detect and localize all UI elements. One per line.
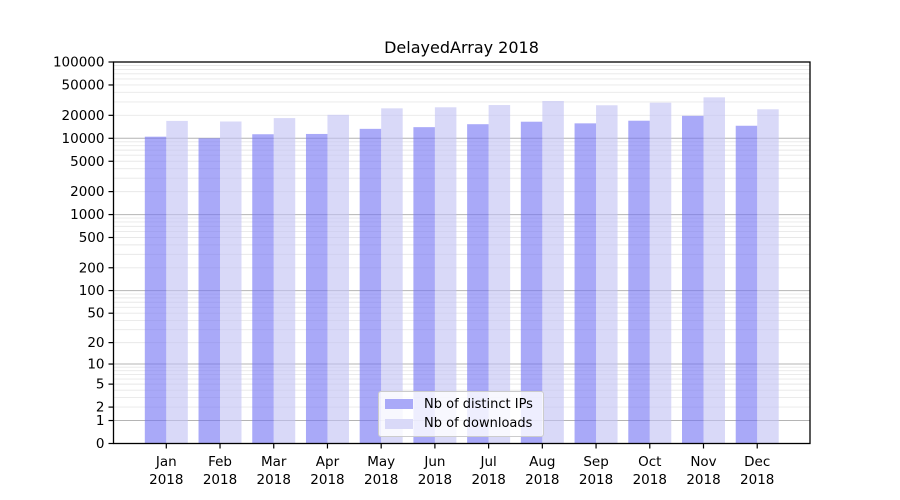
- bar-distinct-ips-Sep: [574, 123, 597, 444]
- bar-downloads-Feb: [220, 121, 242, 444]
- y-tick-label-50000: 50000: [62, 77, 105, 93]
- bar-downloads-Jan: [166, 120, 188, 444]
- plot-border: [112, 61, 811, 445]
- y-tick-label-2000: 2000: [70, 184, 104, 200]
- chart-title: DelayedArray 2018: [384, 38, 539, 57]
- x-tick-label-month-Aug: Aug: [529, 454, 555, 470]
- ips-swatch: [385, 399, 413, 410]
- bar-distinct-ips-May: [359, 128, 382, 444]
- bar-distinct-ips-Feb: [198, 138, 221, 444]
- x-tick-label-month-Mar: Mar: [261, 454, 287, 470]
- legend-item-distinct-ips: Nb of distinct IPs: [385, 397, 543, 412]
- x-tick-label-year-Jul: 2018: [471, 472, 505, 488]
- bar-downloads-Nov: [703, 97, 725, 444]
- y-tick-label-10: 10: [87, 357, 104, 373]
- y-tick-label-50: 50: [87, 306, 104, 322]
- y-tick-label-1000: 1000: [70, 207, 104, 223]
- y-tick-label-5: 5: [96, 377, 105, 393]
- y-tick-label-2: 2: [96, 400, 105, 416]
- bar-downloads-Apr: [327, 114, 349, 444]
- downloads-swatch: [385, 418, 413, 429]
- bar-distinct-ips-Dec: [735, 125, 758, 444]
- bar-distinct-ips-Aug: [520, 121, 543, 444]
- bar-downloads-Dec: [757, 109, 779, 444]
- x-tick-label-year-Apr: 2018: [310, 472, 344, 488]
- legend: Nb of distinct IPs Nb of downloads: [378, 391, 544, 437]
- legend-label-ips: Nb of distinct IPs: [424, 396, 533, 412]
- legend-label-downloads: Nb of downloads: [424, 416, 533, 432]
- x-tick-label-year-Jun: 2018: [418, 472, 452, 488]
- bar-downloads-Jul: [488, 105, 511, 444]
- bar-distinct-ips-Mar: [252, 134, 274, 444]
- bar-downloads-Oct: [649, 102, 672, 444]
- bar-distinct-ips-Oct: [628, 120, 650, 444]
- x-tick-label-year-Dec: 2018: [740, 472, 774, 488]
- y-tick-label-100000: 100000: [53, 55, 105, 71]
- x-tick-label-year-Mar: 2018: [257, 472, 291, 488]
- x-tick-label-month-Sep: Sep: [583, 454, 608, 470]
- x-tick-label-year-Feb: 2018: [203, 472, 237, 488]
- bar-downloads-May: [381, 108, 403, 444]
- x-tick-label-year-Jan: 2018: [149, 472, 183, 488]
- y-tick-label-1: 1: [96, 413, 105, 429]
- y-tick-label-500: 500: [79, 230, 105, 246]
- x-tick-label-month-Feb: Feb: [208, 454, 232, 470]
- x-tick-label-month-Jun: Jun: [423, 454, 445, 470]
- bar-downloads-Jun: [434, 107, 457, 444]
- y-tick-label-200: 200: [79, 260, 105, 276]
- y-tick-label-20000: 20000: [62, 108, 105, 124]
- bar-downloads-Aug: [542, 101, 564, 444]
- x-tick-label-month-Jul: Jul: [479, 454, 496, 470]
- y-tick-label-0: 0: [96, 436, 105, 452]
- legend-item-downloads: Nb of downloads: [385, 416, 543, 431]
- bar-distinct-ips-Jun: [413, 127, 435, 444]
- x-tick-label-month-May: May: [367, 454, 395, 470]
- bar-distinct-ips-Apr: [305, 133, 328, 444]
- x-tick-label-month-Apr: Apr: [316, 454, 340, 470]
- x-tick-label-year-May: 2018: [364, 472, 398, 488]
- y-tick-label-10000: 10000: [62, 131, 105, 147]
- x-tick-label-year-Sep: 2018: [579, 472, 613, 488]
- x-tick-label-year-Nov: 2018: [686, 472, 720, 488]
- x-tick-label-month-Oct: Oct: [638, 454, 661, 470]
- x-tick-label-month-Jan: Jan: [155, 454, 177, 470]
- bar-downloads-Sep: [596, 105, 618, 444]
- x-tick-label-year-Oct: 2018: [633, 472, 667, 488]
- x-tick-label-month-Nov: Nov: [690, 454, 716, 470]
- bar-distinct-ips-Jul: [467, 124, 489, 444]
- bar-distinct-ips-Nov: [682, 115, 704, 444]
- y-tick-label-5000: 5000: [70, 154, 104, 170]
- bar-distinct-ips-Jan: [144, 136, 167, 444]
- y-tick-label-20: 20: [87, 335, 104, 351]
- bar-downloads-Mar: [273, 118, 296, 444]
- x-tick-label-year-Aug: 2018: [525, 472, 559, 488]
- y-tick-label-100: 100: [79, 283, 105, 299]
- x-tick-label-month-Dec: Dec: [744, 454, 770, 470]
